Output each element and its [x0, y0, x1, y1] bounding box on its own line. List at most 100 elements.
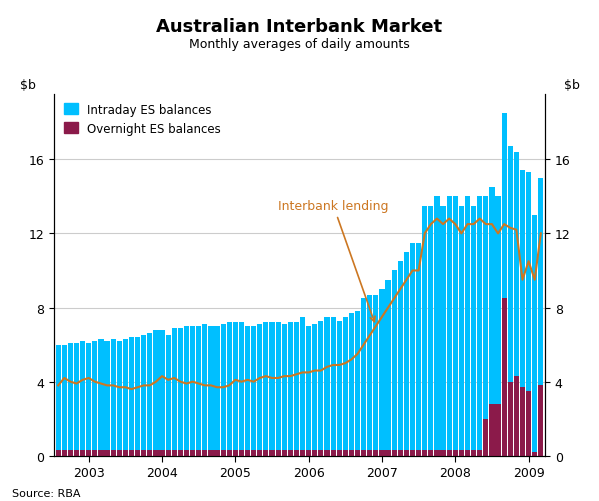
Bar: [104, 450, 110, 456]
Bar: [62, 345, 67, 456]
Bar: [190, 450, 195, 456]
Bar: [373, 450, 379, 456]
Text: Australian Interbank Market: Australian Interbank Market: [156, 18, 443, 36]
Bar: [471, 206, 476, 456]
Bar: [165, 450, 171, 456]
Bar: [337, 321, 342, 456]
Bar: [282, 450, 287, 456]
Bar: [325, 450, 329, 456]
Bar: [514, 152, 519, 456]
Bar: [98, 450, 104, 456]
Bar: [233, 450, 238, 456]
Bar: [74, 343, 79, 456]
Bar: [257, 325, 262, 456]
Bar: [141, 450, 146, 456]
Bar: [306, 327, 311, 456]
Bar: [410, 450, 415, 456]
Bar: [471, 450, 476, 456]
Bar: [80, 341, 85, 456]
Bar: [92, 450, 98, 456]
Bar: [428, 450, 434, 456]
Text: $b: $b: [564, 79, 579, 92]
Bar: [434, 450, 440, 456]
Bar: [422, 450, 427, 456]
Bar: [172, 328, 177, 456]
Bar: [220, 325, 226, 456]
Bar: [312, 450, 317, 456]
Bar: [208, 450, 213, 456]
Bar: [68, 450, 73, 456]
Bar: [489, 188, 495, 456]
Bar: [251, 327, 256, 456]
Bar: [440, 206, 446, 456]
Bar: [532, 452, 537, 456]
Bar: [270, 450, 274, 456]
Bar: [355, 312, 360, 456]
Bar: [349, 450, 354, 456]
Bar: [214, 450, 220, 456]
Bar: [226, 450, 232, 456]
Bar: [56, 450, 60, 456]
Bar: [526, 391, 531, 456]
Bar: [325, 317, 329, 456]
Bar: [111, 450, 116, 456]
Bar: [294, 323, 299, 456]
Bar: [508, 382, 513, 456]
Bar: [92, 341, 98, 456]
Bar: [117, 341, 122, 456]
Bar: [245, 327, 250, 456]
Bar: [447, 450, 452, 456]
Bar: [220, 450, 226, 456]
Bar: [239, 323, 244, 456]
Bar: [343, 450, 348, 456]
Bar: [245, 450, 250, 456]
Bar: [196, 450, 201, 456]
Bar: [123, 339, 128, 456]
Bar: [508, 147, 513, 456]
Bar: [477, 450, 482, 456]
Bar: [410, 243, 415, 456]
Bar: [153, 330, 159, 456]
Bar: [226, 323, 232, 456]
Bar: [86, 450, 91, 456]
Bar: [282, 325, 287, 456]
Bar: [202, 450, 207, 456]
Bar: [129, 450, 134, 456]
Bar: [184, 450, 189, 456]
Bar: [208, 327, 213, 456]
Bar: [526, 173, 531, 456]
Bar: [147, 450, 152, 456]
Bar: [422, 206, 427, 456]
Bar: [264, 450, 268, 456]
Bar: [129, 338, 134, 456]
Bar: [501, 114, 507, 456]
Bar: [361, 450, 366, 456]
Bar: [416, 243, 421, 456]
Bar: [68, 343, 73, 456]
Bar: [172, 450, 177, 456]
Bar: [300, 317, 305, 456]
Bar: [477, 197, 482, 456]
Bar: [165, 336, 171, 456]
Bar: [288, 323, 293, 456]
Bar: [214, 327, 220, 456]
Bar: [318, 450, 323, 456]
Bar: [379, 290, 385, 456]
Bar: [501, 299, 507, 456]
Bar: [111, 339, 116, 456]
Bar: [147, 334, 152, 456]
Bar: [98, 339, 104, 456]
Bar: [264, 323, 268, 456]
Text: Source: RBA: Source: RBA: [12, 488, 80, 498]
Bar: [386, 450, 391, 456]
Bar: [465, 197, 470, 456]
Text: Monthly averages of daily amounts: Monthly averages of daily amounts: [189, 38, 410, 51]
Bar: [373, 295, 379, 456]
Bar: [532, 215, 537, 456]
Bar: [276, 323, 281, 456]
Bar: [539, 386, 543, 456]
Bar: [239, 450, 244, 456]
Bar: [440, 450, 446, 456]
Bar: [184, 327, 189, 456]
Bar: [416, 450, 421, 456]
